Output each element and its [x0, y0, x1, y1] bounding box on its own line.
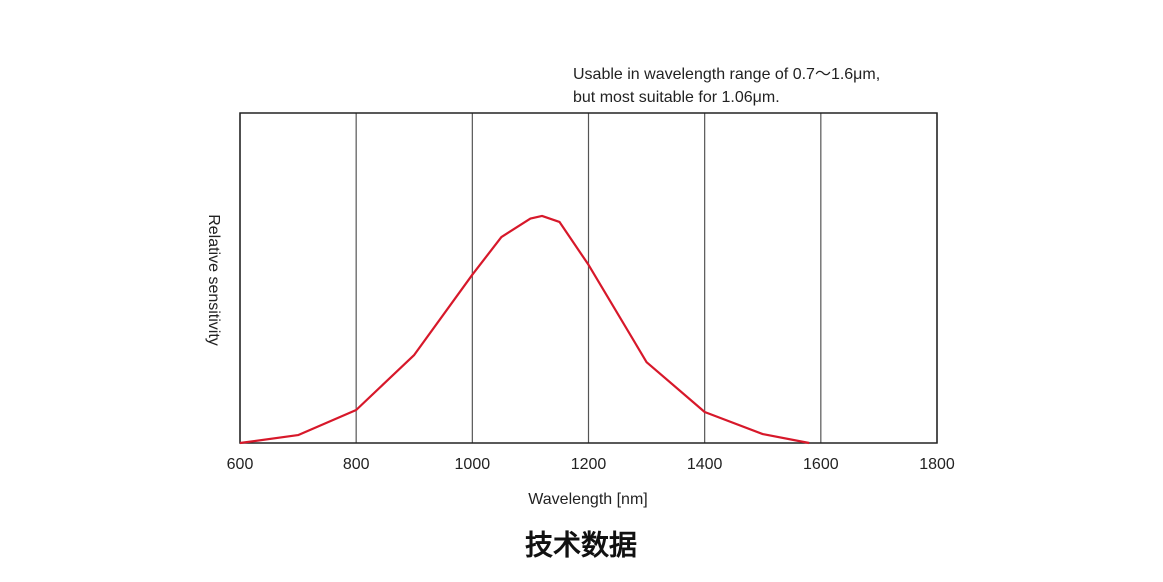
annotation: Usable in wavelength range of 0.7〜1.6μm, — [573, 66, 880, 83]
x-tick-label: 800 — [343, 456, 370, 473]
curve — [239, 214, 810, 445]
x-tick-label: 1600 — [803, 456, 839, 473]
caption: 技术数据 — [525, 529, 637, 560]
x-tick-label: 1800 — [919, 456, 955, 473]
annotation: but most suitable for 1.06μm. — [573, 89, 780, 106]
x-tick-label: 1200 — [571, 456, 607, 473]
plot-frame — [239, 112, 938, 444]
x-tick-label: 600 — [227, 456, 254, 473]
x-axis-label: Wavelength [nm] — [528, 491, 647, 508]
x-tick-label: 1000 — [455, 456, 491, 473]
x-tick-label: 1400 — [687, 456, 723, 473]
y-axis-label: Relative sensitivity — [205, 214, 222, 346]
